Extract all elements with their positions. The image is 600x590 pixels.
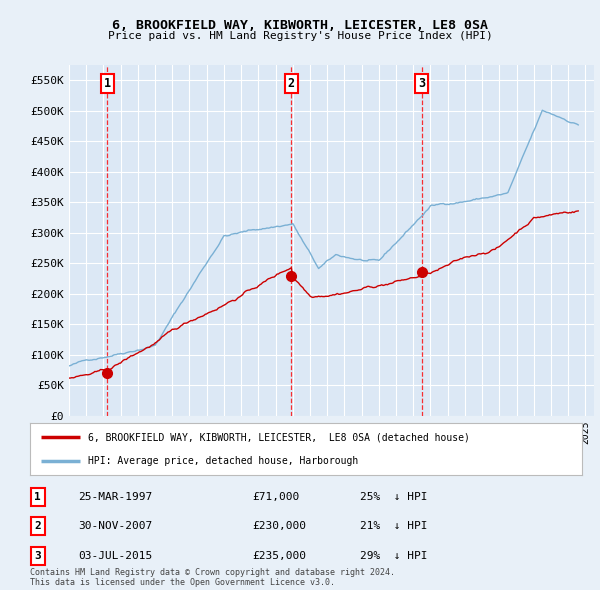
Text: 3: 3	[418, 77, 425, 90]
Text: 6, BROOKFIELD WAY, KIBWORTH, LEICESTER,  LE8 0SA (detached house): 6, BROOKFIELD WAY, KIBWORTH, LEICESTER, …	[88, 432, 470, 442]
Text: 25%  ↓ HPI: 25% ↓ HPI	[360, 492, 427, 502]
Text: £230,000: £230,000	[252, 522, 306, 531]
Text: 29%  ↓ HPI: 29% ↓ HPI	[360, 551, 427, 560]
Text: 2: 2	[34, 522, 41, 531]
Text: 21%  ↓ HPI: 21% ↓ HPI	[360, 522, 427, 531]
Text: £235,000: £235,000	[252, 551, 306, 560]
Text: Contains HM Land Registry data © Crown copyright and database right 2024.
This d: Contains HM Land Registry data © Crown c…	[30, 568, 395, 587]
Text: 30-NOV-2007: 30-NOV-2007	[78, 522, 152, 531]
Text: 3: 3	[34, 551, 41, 560]
Text: 03-JUL-2015: 03-JUL-2015	[78, 551, 152, 560]
Text: 2: 2	[288, 77, 295, 90]
Text: 1: 1	[34, 492, 41, 502]
Text: Price paid vs. HM Land Registry's House Price Index (HPI): Price paid vs. HM Land Registry's House …	[107, 31, 493, 41]
Text: £71,000: £71,000	[252, 492, 299, 502]
Text: 25-MAR-1997: 25-MAR-1997	[78, 492, 152, 502]
Text: 6, BROOKFIELD WAY, KIBWORTH, LEICESTER, LE8 0SA: 6, BROOKFIELD WAY, KIBWORTH, LEICESTER, …	[112, 19, 488, 32]
Text: HPI: Average price, detached house, Harborough: HPI: Average price, detached house, Harb…	[88, 456, 358, 466]
Text: 1: 1	[104, 77, 111, 90]
